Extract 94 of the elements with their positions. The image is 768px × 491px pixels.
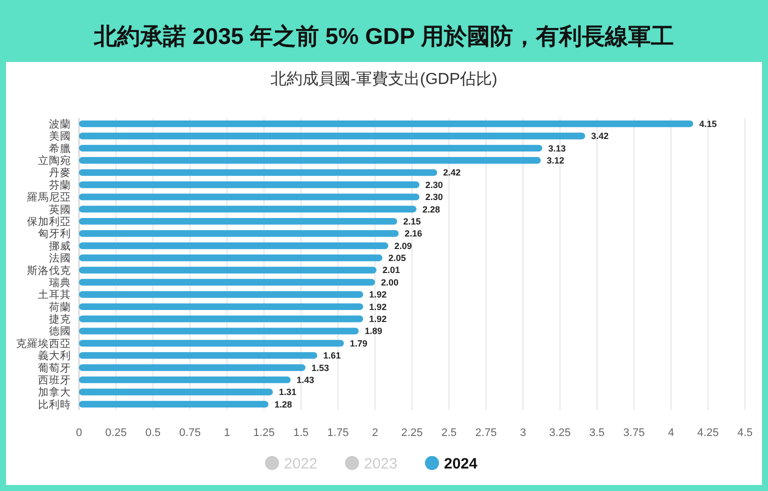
y-tick-label: 芬蘭	[49, 178, 71, 192]
x-tick-label: 4.5	[737, 427, 753, 439]
x-tick-label: 3	[520, 427, 526, 439]
text: 2.15	[403, 216, 421, 226]
bar	[79, 144, 542, 152]
text: 2.09	[394, 240, 412, 251]
y-tick-label: 比利時	[38, 398, 71, 411]
y-tick-label: 美國	[49, 130, 71, 143]
bar	[79, 340, 344, 347]
x-tick-label: 2.5	[441, 427, 457, 439]
x-tick-label: 1.5	[293, 427, 309, 439]
y-tick-label: 波蘭	[49, 117, 71, 130]
y-tick-label: 立陶宛	[38, 154, 71, 168]
y-tick-label: 捷克	[49, 312, 71, 326]
y-tick-label: 葡萄牙	[38, 361, 71, 374]
y-tick-label: 法國	[49, 252, 71, 265]
text: 1.31	[278, 387, 296, 398]
bar	[79, 328, 359, 334]
y-tick-label: 英國	[49, 202, 71, 216]
bar	[79, 364, 306, 371]
x-tick-label: 3.25	[549, 427, 571, 439]
bar	[79, 169, 438, 176]
text: 2.42	[443, 168, 461, 178]
bar	[79, 278, 375, 286]
bar	[79, 181, 420, 188]
text: 2.30	[425, 180, 443, 190]
bar	[79, 230, 399, 237]
y-tick-label: 希臘	[49, 142, 71, 155]
bar	[79, 291, 364, 298]
text: 2.16	[404, 228, 422, 239]
y-tick-label: 荷蘭	[49, 300, 71, 314]
bar	[79, 254, 382, 262]
bar	[79, 132, 586, 140]
x-tick-label: 1.25	[253, 427, 275, 439]
x-tick-label: 4	[668, 427, 674, 439]
y-tick-label: 瑞典	[49, 276, 71, 289]
x-tick-label: 1	[224, 427, 230, 439]
y-tick-label: 羅馬尼亞	[27, 192, 71, 204]
text: 1.79	[350, 338, 368, 348]
bar	[79, 157, 541, 164]
bar	[79, 303, 364, 310]
text: 1.89	[364, 326, 382, 336]
y-tick-label: 加拿大	[38, 386, 71, 399]
x-tick-label: 2	[372, 427, 378, 439]
bar	[79, 376, 291, 384]
x-tick-label: 0	[76, 427, 82, 439]
text: 3.13	[548, 143, 566, 154]
x-tick-label: 3.75	[623, 427, 645, 439]
text: 1.92	[369, 314, 387, 324]
chart-title: 北約承諾 2035 年之前 5% GDP 用於國防，有利長線軍工	[93, 23, 674, 49]
y-tick-label: 丹麥	[49, 166, 71, 180]
x-tick-label: 0.75	[179, 427, 201, 439]
text: 3.42	[591, 131, 609, 142]
bar	[79, 388, 273, 396]
text: 1.61	[323, 350, 341, 361]
text: 2.00	[381, 277, 399, 288]
y-tick-label: 義大利	[38, 349, 71, 362]
bar	[79, 194, 420, 200]
bar	[79, 218, 398, 225]
text: 1.43	[296, 374, 314, 385]
text: 1.53	[311, 362, 329, 373]
chart-subtitle: 北約成員國-軍費支出(GDP佔比)	[270, 70, 498, 88]
y-tick-label: 德國	[49, 326, 71, 338]
text: 2.30	[425, 192, 443, 202]
bar	[79, 266, 376, 274]
y-tick-label: 保加利亞	[27, 215, 71, 228]
x-tick-label: 3.5	[589, 427, 605, 439]
y-tick-label: 挪威	[49, 239, 71, 252]
x-tick-label: 2.25	[401, 427, 423, 439]
y-tick-label: 斯洛伐克	[27, 264, 71, 277]
bar	[79, 120, 694, 128]
bar	[79, 400, 268, 408]
text: 1.92	[369, 302, 387, 312]
bar	[79, 206, 416, 212]
bar	[79, 352, 318, 359]
bar	[79, 316, 364, 322]
text: 1.28	[274, 399, 292, 410]
x-tick-label: 0.5	[145, 427, 161, 439]
text: 2.01	[382, 265, 400, 276]
y-tick-label: 克羅埃西亞	[16, 336, 71, 350]
x-tick-label: 1.75	[327, 427, 349, 439]
text: 2.05	[388, 253, 406, 264]
y-tick-label: 土耳其	[38, 288, 71, 302]
x-tick-label: 0.25	[105, 427, 127, 439]
bar	[79, 242, 388, 250]
y-tick-label: 西班牙	[38, 374, 71, 386]
text: 2.28	[422, 204, 440, 214]
x-tick-label: 4.25	[697, 427, 719, 439]
text: 4.15	[699, 118, 717, 129]
y-tick-label: 匈牙利	[38, 227, 71, 240]
x-tick-label: 2.75	[475, 427, 497, 439]
text: 1.92	[369, 290, 387, 300]
legend-label: 2024	[444, 455, 478, 472]
text: 3.12	[546, 156, 564, 166]
